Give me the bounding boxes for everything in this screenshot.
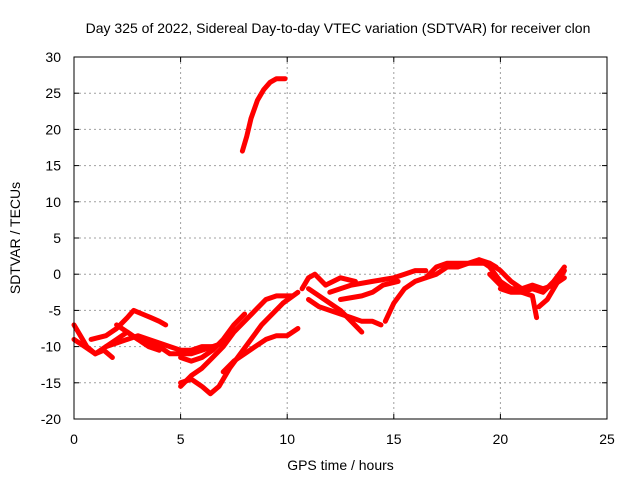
series-arc-8: [178, 293, 294, 389]
x-tick-label-2: 10: [279, 431, 295, 447]
series-arc-14: [327, 268, 429, 295]
series-arc-16: [382, 260, 499, 324]
chart-title: Day 325 of 2022, Sidereal Day-to-day VTE…: [86, 20, 591, 36]
y-tick-label-4: 0: [53, 266, 61, 282]
series-arc-5: [114, 322, 216, 357]
x-tick-label-0: 0: [70, 431, 78, 447]
y-axis-title: SDTVAR / TECUs: [7, 182, 23, 294]
y-tick-label-1: -15: [41, 375, 61, 391]
y-tick-label-6: 10: [45, 194, 61, 210]
x-tick-label-1: 5: [177, 431, 185, 447]
x-axis-title: GPS time / hours: [287, 457, 394, 473]
series-arc-20: [497, 264, 567, 295]
y-tick-label-8: 20: [45, 121, 61, 137]
x-tick-label-3: 15: [386, 431, 402, 447]
series-arc-4: [103, 333, 226, 353]
series-arc-3: [88, 307, 169, 342]
y-tick-label-0: -20: [41, 411, 61, 427]
series-arc-15: [338, 278, 401, 302]
y-tick-label-9: 25: [45, 85, 61, 101]
grid-lines: [74, 57, 607, 419]
series-arc-17: [423, 257, 525, 292]
plot-frame: [73, 56, 608, 420]
y-tick-label-5: 5: [53, 230, 61, 246]
y-tick-label-3: -5: [49, 302, 62, 318]
series-arc-9: [220, 326, 301, 375]
y-tick-label-7: 15: [45, 158, 61, 174]
series-group: [71, 76, 567, 397]
y-tick-label-10: 30: [45, 49, 61, 65]
series-arc-13: [299, 271, 358, 292]
series-arc-12: [306, 286, 365, 335]
x-tick-label-4: 20: [493, 431, 509, 447]
series-arc-10: [239, 76, 288, 154]
series-arc-21: [536, 268, 567, 310]
axis-ticks: 0 5 10 15 20 25 -20 -15 -10 -5 0 5 10 15 20 25 30: [41, 49, 615, 447]
series-arc-7: [178, 289, 301, 397]
y-tick-label-2: -10: [41, 339, 61, 355]
x-tick-label-5: 25: [599, 431, 615, 447]
series-arc-6: [178, 311, 248, 364]
